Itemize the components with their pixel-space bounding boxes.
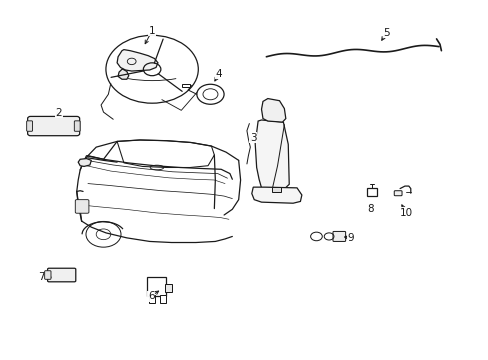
FancyBboxPatch shape	[160, 295, 166, 303]
Text: 1: 1	[148, 26, 155, 36]
FancyBboxPatch shape	[182, 84, 190, 87]
FancyBboxPatch shape	[75, 200, 89, 213]
FancyBboxPatch shape	[44, 271, 51, 279]
Polygon shape	[78, 158, 91, 166]
FancyBboxPatch shape	[393, 191, 401, 196]
FancyBboxPatch shape	[332, 231, 345, 242]
FancyBboxPatch shape	[366, 188, 376, 197]
FancyBboxPatch shape	[74, 121, 80, 131]
Text: 2: 2	[55, 108, 62, 118]
Text: 8: 8	[367, 203, 373, 213]
Polygon shape	[255, 120, 288, 189]
FancyBboxPatch shape	[27, 121, 32, 131]
FancyBboxPatch shape	[165, 284, 172, 292]
Text: 9: 9	[346, 233, 353, 243]
Text: 10: 10	[399, 208, 412, 218]
Text: 4: 4	[216, 68, 222, 78]
Text: 5: 5	[383, 28, 389, 38]
FancyBboxPatch shape	[271, 187, 281, 192]
Text: 3: 3	[249, 133, 256, 143]
FancyBboxPatch shape	[146, 277, 166, 296]
Text: 7: 7	[38, 272, 44, 282]
Polygon shape	[261, 99, 285, 122]
Text: 6: 6	[147, 291, 154, 301]
FancyBboxPatch shape	[28, 116, 80, 136]
Polygon shape	[117, 50, 158, 71]
FancyBboxPatch shape	[148, 295, 154, 303]
Polygon shape	[251, 187, 301, 203]
FancyBboxPatch shape	[47, 268, 76, 282]
Polygon shape	[118, 69, 128, 79]
